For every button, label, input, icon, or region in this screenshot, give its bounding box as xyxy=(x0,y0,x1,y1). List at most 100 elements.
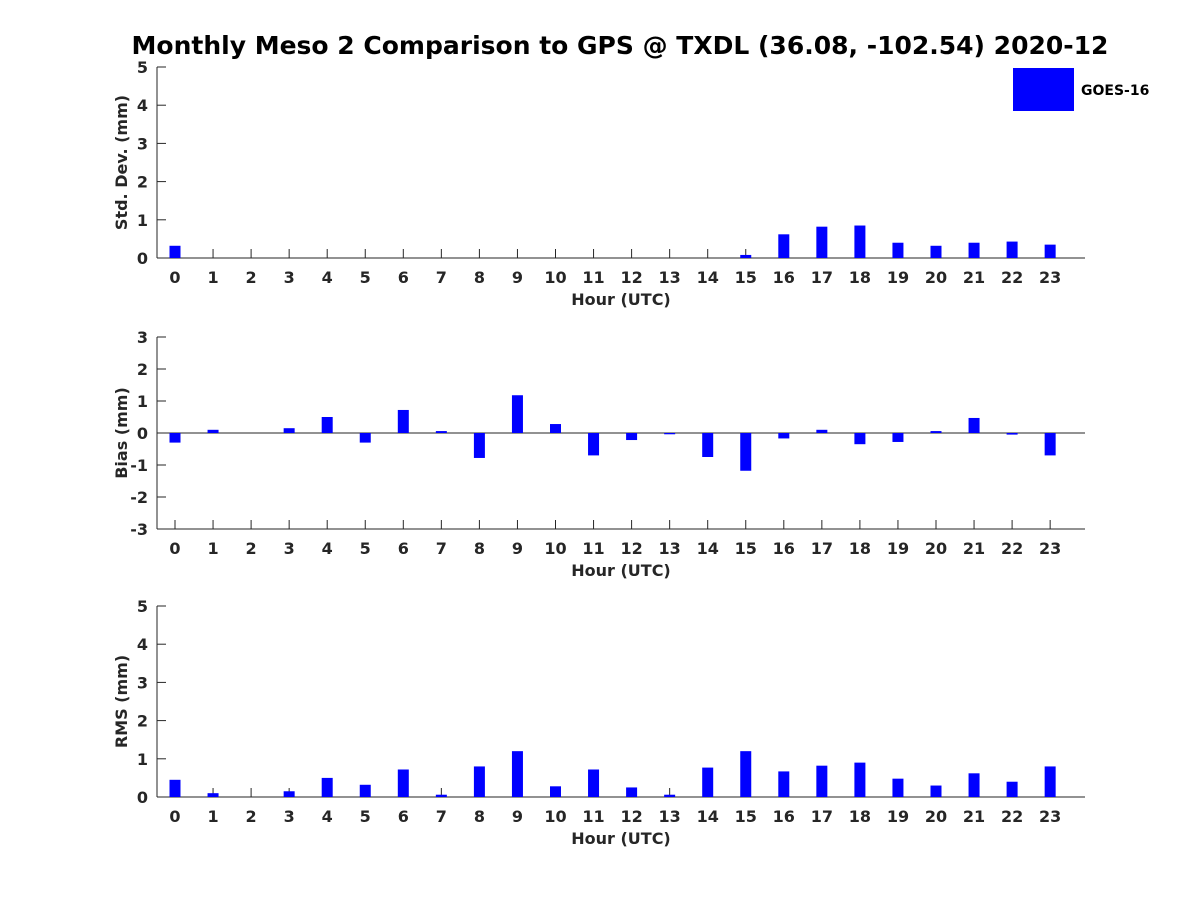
bar xyxy=(930,431,942,433)
x-tick-label: 2 xyxy=(246,807,257,826)
bar xyxy=(968,417,980,433)
x-tick-label: 11 xyxy=(582,268,604,287)
x-tick-label: 22 xyxy=(1001,539,1023,558)
bar xyxy=(321,417,333,433)
x-tick-label: 22 xyxy=(1001,807,1023,826)
y-tick-label: 4 xyxy=(137,96,148,115)
x-tick-label: 12 xyxy=(620,807,642,826)
x-tick-label: 1 xyxy=(207,807,218,826)
x-tick-label: 23 xyxy=(1039,268,1061,287)
x-tick-label: 21 xyxy=(963,268,985,287)
x-tick-label: 6 xyxy=(398,268,409,287)
bar xyxy=(473,433,485,458)
x-tick-label: 4 xyxy=(322,807,333,826)
chart-title: Monthly Meso 2 Comparison to GPS @ TXDL … xyxy=(132,31,1109,60)
bar xyxy=(511,751,523,797)
x-tick-label: 4 xyxy=(322,539,333,558)
x-tick-label: 6 xyxy=(398,807,409,826)
bar xyxy=(892,433,904,442)
y-axis-label: Bias (mm) xyxy=(112,387,131,479)
bar xyxy=(626,787,638,797)
bar xyxy=(473,766,485,797)
bar xyxy=(550,424,561,433)
bar xyxy=(207,793,219,797)
x-tick-label: 9 xyxy=(512,539,523,558)
y-tick-label: 3 xyxy=(137,328,148,347)
x-tick-label: 10 xyxy=(544,539,566,558)
y-axis-label: RMS (mm) xyxy=(112,655,131,748)
bar xyxy=(702,767,714,797)
bar xyxy=(968,242,980,258)
x-tick-label: 2 xyxy=(246,268,257,287)
bar xyxy=(892,242,904,258)
x-tick-label: 19 xyxy=(887,539,909,558)
x-tick-label: 17 xyxy=(811,807,833,826)
x-tick-label: 6 xyxy=(398,539,409,558)
x-tick-label: 11 xyxy=(582,807,604,826)
bar xyxy=(854,225,866,258)
bar xyxy=(892,778,904,797)
x-tick-label: 19 xyxy=(887,807,909,826)
bar xyxy=(1006,781,1018,797)
bar xyxy=(702,433,714,457)
x-tick-label: 16 xyxy=(773,807,795,826)
x-tick-label: 0 xyxy=(169,807,180,826)
bar xyxy=(854,433,866,445)
y-tick-label: 1 xyxy=(137,211,148,230)
x-tick-label: 15 xyxy=(735,539,757,558)
bar xyxy=(588,769,600,797)
bar xyxy=(169,245,181,258)
x-tick-label: 14 xyxy=(697,539,719,558)
y-tick-label: 2 xyxy=(137,712,148,731)
y-tick-label: -1 xyxy=(130,456,148,475)
bar xyxy=(321,777,333,797)
bar xyxy=(740,254,752,258)
x-tick-label: 8 xyxy=(474,268,485,287)
bar xyxy=(1006,241,1018,258)
x-tick-label: 15 xyxy=(735,268,757,287)
y-tick-label: -3 xyxy=(130,520,148,539)
y-tick-label: -2 xyxy=(130,488,148,507)
x-tick-label: 9 xyxy=(512,807,523,826)
x-axis-label: Hour (UTC) xyxy=(571,829,671,848)
x-tick-label: 22 xyxy=(1001,268,1023,287)
bar xyxy=(816,429,828,433)
bar xyxy=(778,234,790,258)
x-tick-label: 17 xyxy=(811,539,833,558)
x-tick-label: 9 xyxy=(512,268,523,287)
x-tick-label: 2 xyxy=(246,539,257,558)
x-tick-label: 18 xyxy=(849,807,871,826)
x-tick-label: 5 xyxy=(360,807,371,826)
legend-label: GOES-16 xyxy=(1081,83,1149,99)
x-tick-label: 3 xyxy=(284,539,295,558)
x-tick-label: 5 xyxy=(360,268,371,287)
y-tick-label: 1 xyxy=(137,750,148,769)
x-tick-label: 13 xyxy=(659,268,681,287)
bar xyxy=(435,431,447,433)
bar xyxy=(359,433,371,443)
x-tick-label: 1 xyxy=(207,539,218,558)
x-tick-label: 3 xyxy=(284,268,295,287)
x-tick-label: 20 xyxy=(925,807,947,826)
x-tick-label: 1 xyxy=(207,268,218,287)
x-tick-label: 23 xyxy=(1039,807,1061,826)
bar xyxy=(816,226,828,258)
bar xyxy=(283,428,295,433)
bar xyxy=(930,785,942,797)
x-tick-label: 7 xyxy=(436,539,447,558)
y-tick-label: 2 xyxy=(137,173,148,192)
x-tick-label: 15 xyxy=(735,807,757,826)
x-tick-label: 10 xyxy=(544,268,566,287)
bar xyxy=(359,784,371,797)
x-tick-label: 17 xyxy=(811,268,833,287)
x-tick-label: 10 xyxy=(544,807,566,826)
bar xyxy=(435,794,447,797)
x-tick-label: 14 xyxy=(697,268,719,287)
x-tick-label: 20 xyxy=(925,539,947,558)
x-tick-label: 13 xyxy=(659,807,681,826)
bar xyxy=(968,773,980,797)
bar xyxy=(1044,244,1056,258)
